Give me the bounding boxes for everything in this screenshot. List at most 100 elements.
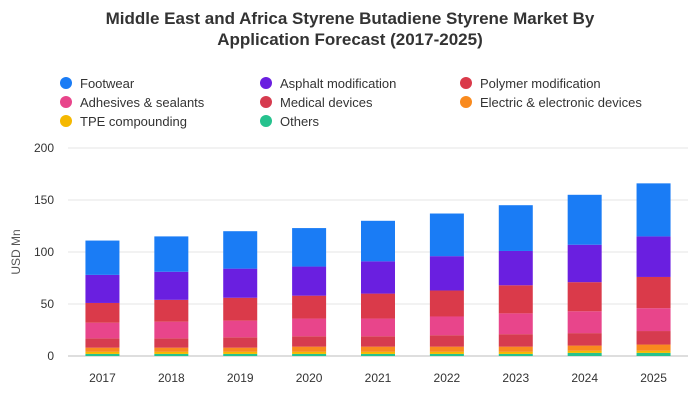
- bar-segment[interactable]: TPE compounding 2024: 2: [567, 350, 602, 353]
- legend-label: Polymer modification: [480, 75, 601, 91]
- bar-segment[interactable]: Adhesives & sealants 2021: 17: [361, 318, 395, 337]
- bar-segment[interactable]: TPE compounding 2018: 2: [154, 351, 189, 354]
- bar-segment[interactable]: Others 2020: 2: [292, 353, 327, 356]
- bar-segment[interactable]: Medical devices 2021: 10: [361, 336, 395, 347]
- bar-segment[interactable]: Asphalt modification 2023: 33: [498, 250, 533, 286]
- bar-segment[interactable]: Others 2019: 2: [223, 353, 258, 356]
- bar-segment[interactable]: Adhesives & sealants 2017: 15: [85, 322, 120, 339]
- bar-segment[interactable]: TPE compounding 2022: 2: [429, 351, 464, 354]
- bar-segment[interactable]: Asphalt modification 2025: 39: [636, 236, 671, 277]
- axis-labels: 0 50 100 150 200 2017 2018 2019 2020 2021 2022 2023…: [34, 141, 667, 385]
- bar-segment[interactable]: Asphalt modification 2020: 28: [292, 266, 327, 296]
- legend-swatch: [60, 77, 72, 89]
- bar-segment[interactable]: Polymer modification 2021: 24: [361, 293, 395, 319]
- bar-segment[interactable]: Polymer modification 2019: 22: [223, 297, 258, 321]
- bar-segment[interactable]: Medical devices 2022: 11: [429, 335, 464, 347]
- bar-segment[interactable]: Medical devices 2017: 9: [85, 338, 120, 348]
- bar-segment[interactable]: Medical devices 2019: 10: [223, 337, 258, 348]
- bar-segment[interactable]: Polymer modification 2022: 25: [429, 290, 464, 317]
- bar-segment[interactable]: Others 2024: 3: [567, 352, 602, 356]
- bar-segment[interactable]: Electric & electronic devices 2020: 5: [292, 346, 327, 352]
- bar-segment[interactable]: Electric & electronic devices 2025: 6: [636, 344, 671, 351]
- bar-segment[interactable]: Electric & electronic devices 2024: 5: [567, 345, 602, 351]
- bar-segment[interactable]: Medical devices 2018: 9: [154, 338, 189, 348]
- bar-segment[interactable]: Adhesives & sealants 2025: 22: [636, 308, 671, 332]
- y-tick-label: 150: [34, 193, 54, 207]
- legend-item-tpe-compounding[interactable]: TPE compounding: [60, 112, 187, 130]
- legend-item-footwear[interactable]: Footwear: [60, 74, 134, 92]
- bar-segment[interactable]: Asphalt modification 2021: 31: [361, 261, 395, 294]
- bar-segment[interactable]: Polymer modification 2020: 22: [292, 295, 327, 319]
- legend-swatch: [260, 77, 272, 89]
- bar-segment[interactable]: Others 2025: 3: [636, 352, 671, 356]
- bar-segment[interactable]: Adhesives & sealants 2018: 16: [154, 321, 189, 339]
- bar-segment[interactable]: Others 2022: 2: [429, 353, 464, 356]
- x-tick-label: 2017: [89, 371, 116, 385]
- legend-swatch: [460, 96, 472, 108]
- legend-label: Asphalt modification: [280, 75, 397, 91]
- legend-swatch: [460, 77, 472, 89]
- bar-segment[interactable]: Medical devices 2025: 13: [636, 331, 671, 345]
- legend-swatch: [60, 96, 72, 108]
- legend-item-asphalt-modification[interactable]: Asphalt modification: [260, 74, 396, 92]
- bar-segment[interactable]: Electric & electronic devices 2018: 4: [154, 347, 189, 352]
- legend-label: Electric & electronic devices: [480, 94, 642, 110]
- bar-segment[interactable]: Medical devices 2020: 10: [292, 336, 327, 347]
- legend-label: Others: [280, 113, 320, 129]
- y-tick-label: 200: [34, 141, 54, 155]
- bar-segment[interactable]: Footwear 2025: 51: [636, 183, 671, 237]
- bar-segment[interactable]: Adhesives & sealants 2020: 17: [292, 318, 327, 337]
- bar-segment[interactable]: Footwear 2022: 41: [429, 213, 464, 257]
- legend-item-electric-electronic-devices[interactable]: Electric & electronic devices: [460, 93, 642, 111]
- bar-segment[interactable]: Footwear 2020: 37: [292, 228, 327, 267]
- bar-segment[interactable]: Medical devices 2024: 12: [567, 333, 602, 346]
- bar-segment[interactable]: TPE compounding 2020: 2: [292, 351, 327, 354]
- bar-segment[interactable]: Others 2017: 2: [85, 353, 120, 356]
- bar-segment[interactable]: Polymer modification 2023: 27: [498, 285, 533, 314]
- legend-item-medical-devices[interactable]: Medical devices: [260, 93, 373, 111]
- bar-segment[interactable]: Others 2021: 2: [361, 353, 395, 356]
- bar-segment[interactable]: TPE compounding 2019: 2: [223, 351, 258, 354]
- bar-segment[interactable]: Polymer modification 2018: 21: [154, 299, 189, 322]
- bar-segment[interactable]: Electric & electronic devices 2023: 5: [498, 346, 533, 352]
- bar-segment[interactable]: Adhesives & sealants 2023: 20: [498, 313, 533, 335]
- bar-segment[interactable]: Asphalt modification 2024: 36: [567, 244, 602, 283]
- bar-segment[interactable]: Electric & electronic devices 2021: 5: [361, 346, 395, 352]
- bar-segment[interactable]: TPE compounding 2023: 2: [498, 351, 533, 354]
- bar-segment[interactable]: Medical devices 2023: 12: [498, 334, 533, 347]
- bar-segment[interactable]: Electric & electronic devices 2022: 5: [429, 346, 464, 352]
- bar-segment[interactable]: Asphalt modification 2018: 27: [154, 271, 189, 300]
- bar-segment[interactable]: Footwear 2024: 48: [567, 194, 602, 245]
- bar-segment[interactable]: Asphalt modification 2022: 33: [429, 256, 464, 291]
- x-tick-label: 2019: [227, 371, 254, 385]
- chart-title: Middle East and Africa Styrene Butadiene…: [0, 8, 700, 50]
- chart-title-line-2: Application Forecast (2017-2025): [217, 30, 483, 49]
- bar-segment[interactable]: Footwear 2018: 34: [154, 236, 189, 272]
- legend-item-adhesives-sealants[interactable]: Adhesives & sealants: [60, 93, 204, 111]
- legend-item-polymer-modification[interactable]: Polymer modification: [460, 74, 601, 92]
- bar-segment[interactable]: Others 2023: 2: [498, 353, 533, 356]
- x-tick-label: 2022: [434, 371, 461, 385]
- bar-segment[interactable]: Others 2018: 2: [154, 353, 189, 356]
- bar-segment[interactable]: Footwear 2023: 44: [498, 205, 533, 251]
- bar-segment[interactable]: Footwear 2021: 39: [361, 220, 395, 262]
- bar-segment[interactable]: Adhesives & sealants 2019: 16: [223, 320, 258, 338]
- bar-segment[interactable]: Polymer modification 2024: 28: [567, 282, 602, 312]
- x-tick-label: 2024: [571, 371, 598, 385]
- bar-segment[interactable]: Polymer modification 2017: 19: [85, 302, 120, 323]
- bar-segment[interactable]: TPE compounding 2021: 2: [361, 351, 395, 354]
- bar-segment[interactable]: Electric & electronic devices 2017: 4: [85, 347, 120, 352]
- bar-segment[interactable]: TPE compounding 2025: 2: [636, 350, 671, 353]
- y-axis-title: USD Mn: [9, 229, 23, 274]
- bar-segment[interactable]: Polymer modification 2025: 30: [636, 276, 671, 309]
- bar-segment[interactable]: Adhesives & sealants 2024: 21: [567, 311, 602, 334]
- bar-segment[interactable]: Asphalt modification 2017: 27: [85, 274, 120, 303]
- bar-segment[interactable]: Footwear 2019: 36: [223, 231, 258, 269]
- bar-segment[interactable]: Asphalt modification 2019: 28: [223, 268, 258, 298]
- legend-item-others[interactable]: Others: [260, 112, 319, 130]
- bar-segment[interactable]: Adhesives & sealants 2022: 18: [429, 316, 464, 336]
- bar-segment[interactable]: TPE compounding 2017: 2: [85, 351, 120, 354]
- bar-segment[interactable]: Electric & electronic devices 2019: 4: [223, 347, 258, 352]
- bar-segment[interactable]: Footwear 2017: 33: [85, 240, 120, 275]
